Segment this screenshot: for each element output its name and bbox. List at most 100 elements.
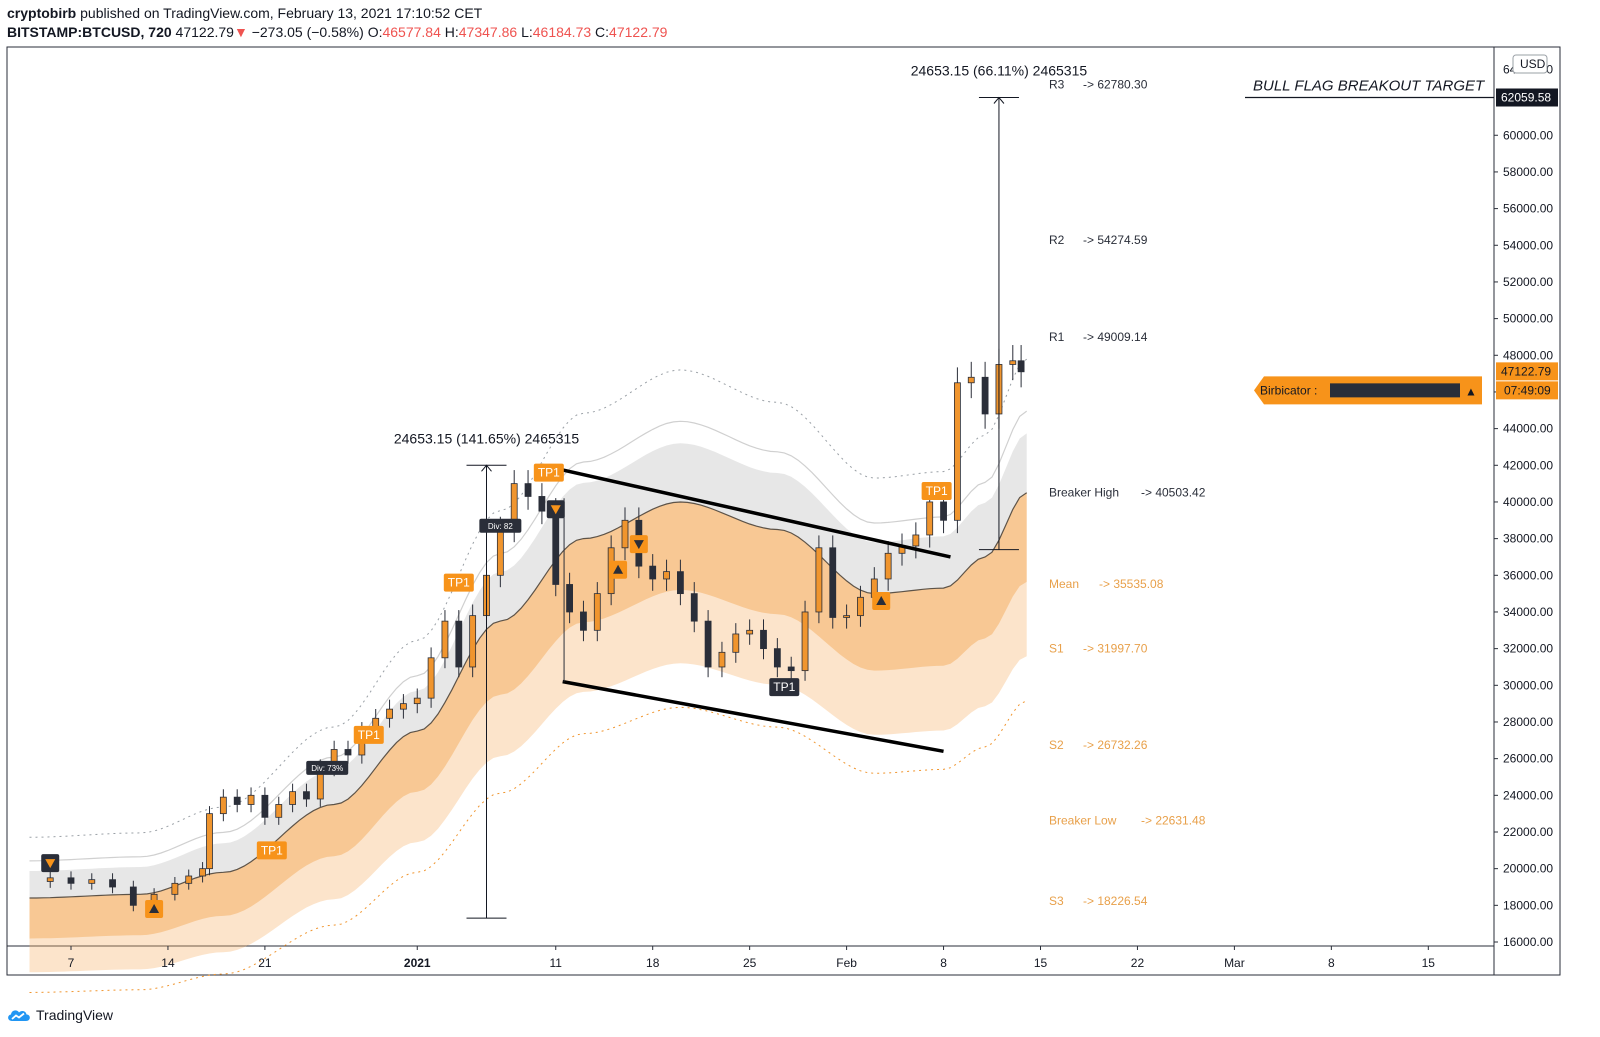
candle[interactable] <box>109 879 116 888</box>
candle[interactable] <box>649 565 657 580</box>
candle[interactable] <box>926 501 934 536</box>
y-tick-label: 44000.00 <box>1503 422 1553 436</box>
pivot-level-name: S1 <box>1049 642 1064 656</box>
candle[interactable] <box>233 796 241 805</box>
candle[interactable] <box>455 620 463 668</box>
candle[interactable] <box>261 794 269 818</box>
x-tick-label: 15 <box>1422 956 1436 970</box>
measure-arrow-icon <box>993 96 1005 104</box>
candle[interactable] <box>732 633 740 653</box>
candle[interactable] <box>718 651 726 668</box>
candle[interactable] <box>746 629 754 635</box>
y-tick-label: 16000.00 <box>1503 935 1553 949</box>
candle[interactable] <box>344 749 352 756</box>
pivot-level-name: R3 <box>1049 77 1065 91</box>
pivot-level-name: Breaker High <box>1049 486 1119 500</box>
candle[interactable] <box>760 629 767 650</box>
measure-arrow-icon <box>481 464 492 472</box>
down-arrow-icon: ▼ <box>233 24 248 40</box>
tradingview-footer[interactable]: TradingView <box>6 1007 113 1023</box>
countdown-tag <box>1496 381 1558 400</box>
candle[interactable] <box>704 620 712 668</box>
triangle-down-icon <box>633 540 644 550</box>
candle[interactable] <box>787 666 795 672</box>
candle[interactable] <box>884 552 892 580</box>
candle[interactable] <box>566 584 573 613</box>
candle[interactable] <box>621 519 629 549</box>
candle[interactable] <box>199 868 206 877</box>
indicator-redacted-bar <box>1330 383 1460 398</box>
candle[interactable] <box>940 501 947 521</box>
candle[interactable] <box>441 620 449 659</box>
candle[interactable] <box>773 648 781 668</box>
flag-lower-trendline[interactable] <box>562 679 944 754</box>
candle[interactable] <box>247 794 255 805</box>
author-name[interactable]: cryptobirb <box>7 5 77 21</box>
candle[interactable] <box>46 877 54 882</box>
orange-cloud-inner <box>29 492 1027 939</box>
candle[interactable] <box>289 791 297 805</box>
candle[interactable] <box>427 657 435 699</box>
candle[interactable] <box>580 611 587 631</box>
candle[interactable] <box>829 547 837 618</box>
symbol-label[interactable]: BITSTAMP:BTCUSD, 720 <box>7 24 172 40</box>
candle[interactable] <box>690 593 698 622</box>
tp1-signal-label: TP1 <box>261 843 283 857</box>
flag-upper-trendline[interactable] <box>541 463 951 559</box>
candle[interactable] <box>981 376 989 415</box>
open-value: 46577.84 <box>382 24 441 40</box>
candle[interactable] <box>206 813 213 870</box>
candle[interactable] <box>129 886 137 906</box>
candle[interactable] <box>801 611 809 672</box>
candle[interactable] <box>954 382 961 521</box>
candle[interactable] <box>386 708 393 719</box>
y-tick-label: 22000.00 <box>1503 825 1553 839</box>
currency-badge[interactable] <box>1512 54 1548 74</box>
tp1-signal-tag <box>256 841 287 860</box>
candle[interactable] <box>524 483 532 497</box>
y-tick-label: 48000.00 <box>1503 348 1553 362</box>
candle[interactable] <box>67 877 75 884</box>
current-price-tag <box>1496 362 1558 381</box>
triangle-up-icon <box>613 564 624 574</box>
x-tick-label: 18 <box>646 956 660 970</box>
candle[interactable] <box>912 534 920 547</box>
candle[interactable] <box>663 571 670 580</box>
candle[interactable] <box>593 593 601 631</box>
candle[interactable] <box>815 547 823 613</box>
candle[interactable] <box>1009 360 1017 365</box>
tp1-signal-label: TP1 <box>773 680 795 694</box>
pivot-level-value: -> 18226.54 <box>1083 894 1148 908</box>
candle[interactable] <box>303 791 310 800</box>
candle[interactable] <box>185 875 193 884</box>
candle[interactable] <box>469 615 477 668</box>
pivot-level-value: -> 40503.42 <box>1141 486 1206 500</box>
lower-dotted-band <box>29 700 1027 993</box>
y-tick-label: 54000.00 <box>1503 238 1553 252</box>
y-tick-label: 34000.00 <box>1503 605 1553 619</box>
triangle-down-icon <box>45 859 56 869</box>
pivot-level-value: -> 31997.70 <box>1083 642 1148 656</box>
candle[interactable] <box>1017 360 1025 373</box>
candle[interactable] <box>967 376 975 384</box>
candle[interactable] <box>219 796 227 815</box>
candle[interactable] <box>171 882 179 895</box>
candle[interactable] <box>552 510 560 585</box>
candle[interactable] <box>275 804 283 818</box>
candle[interactable] <box>413 697 421 705</box>
triangle-up-icon <box>149 903 160 913</box>
candle[interactable] <box>843 615 850 618</box>
candle[interactable] <box>88 879 96 884</box>
candle[interactable] <box>399 703 407 710</box>
tp1-signal-label: TP1 <box>448 576 470 590</box>
x-tick-label: 2021 <box>404 956 431 970</box>
candle[interactable] <box>538 496 546 512</box>
candle[interactable] <box>857 596 864 617</box>
y-tick-label: 40000.00 <box>1503 495 1553 509</box>
low-value: 46184.73 <box>532 24 592 40</box>
candle[interactable] <box>677 571 684 595</box>
y-tick-label: 26000.00 <box>1503 752 1553 766</box>
candle[interactable] <box>496 529 504 576</box>
close-label: C: <box>595 24 610 40</box>
